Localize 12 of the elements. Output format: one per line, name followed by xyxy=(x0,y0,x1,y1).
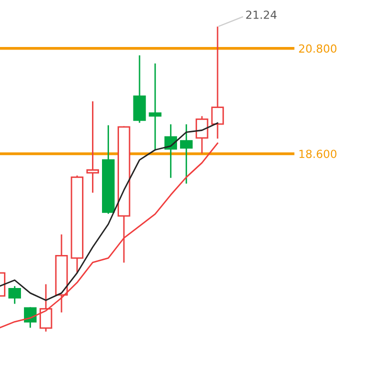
y-tick-label: 18.600 xyxy=(300,150,336,158)
candlestick xyxy=(86,101,100,193)
candlestick xyxy=(180,124,193,184)
y-tick-label: 20.800 xyxy=(299,44,336,53)
candlestick xyxy=(24,307,37,328)
candlestick xyxy=(133,55,146,123)
candlestick xyxy=(196,116,208,154)
candlestick xyxy=(211,26,224,139)
line-series xyxy=(0,142,218,329)
candlestick xyxy=(8,286,21,304)
candlestick xyxy=(148,63,162,151)
text: 21.24 xyxy=(246,10,277,19)
